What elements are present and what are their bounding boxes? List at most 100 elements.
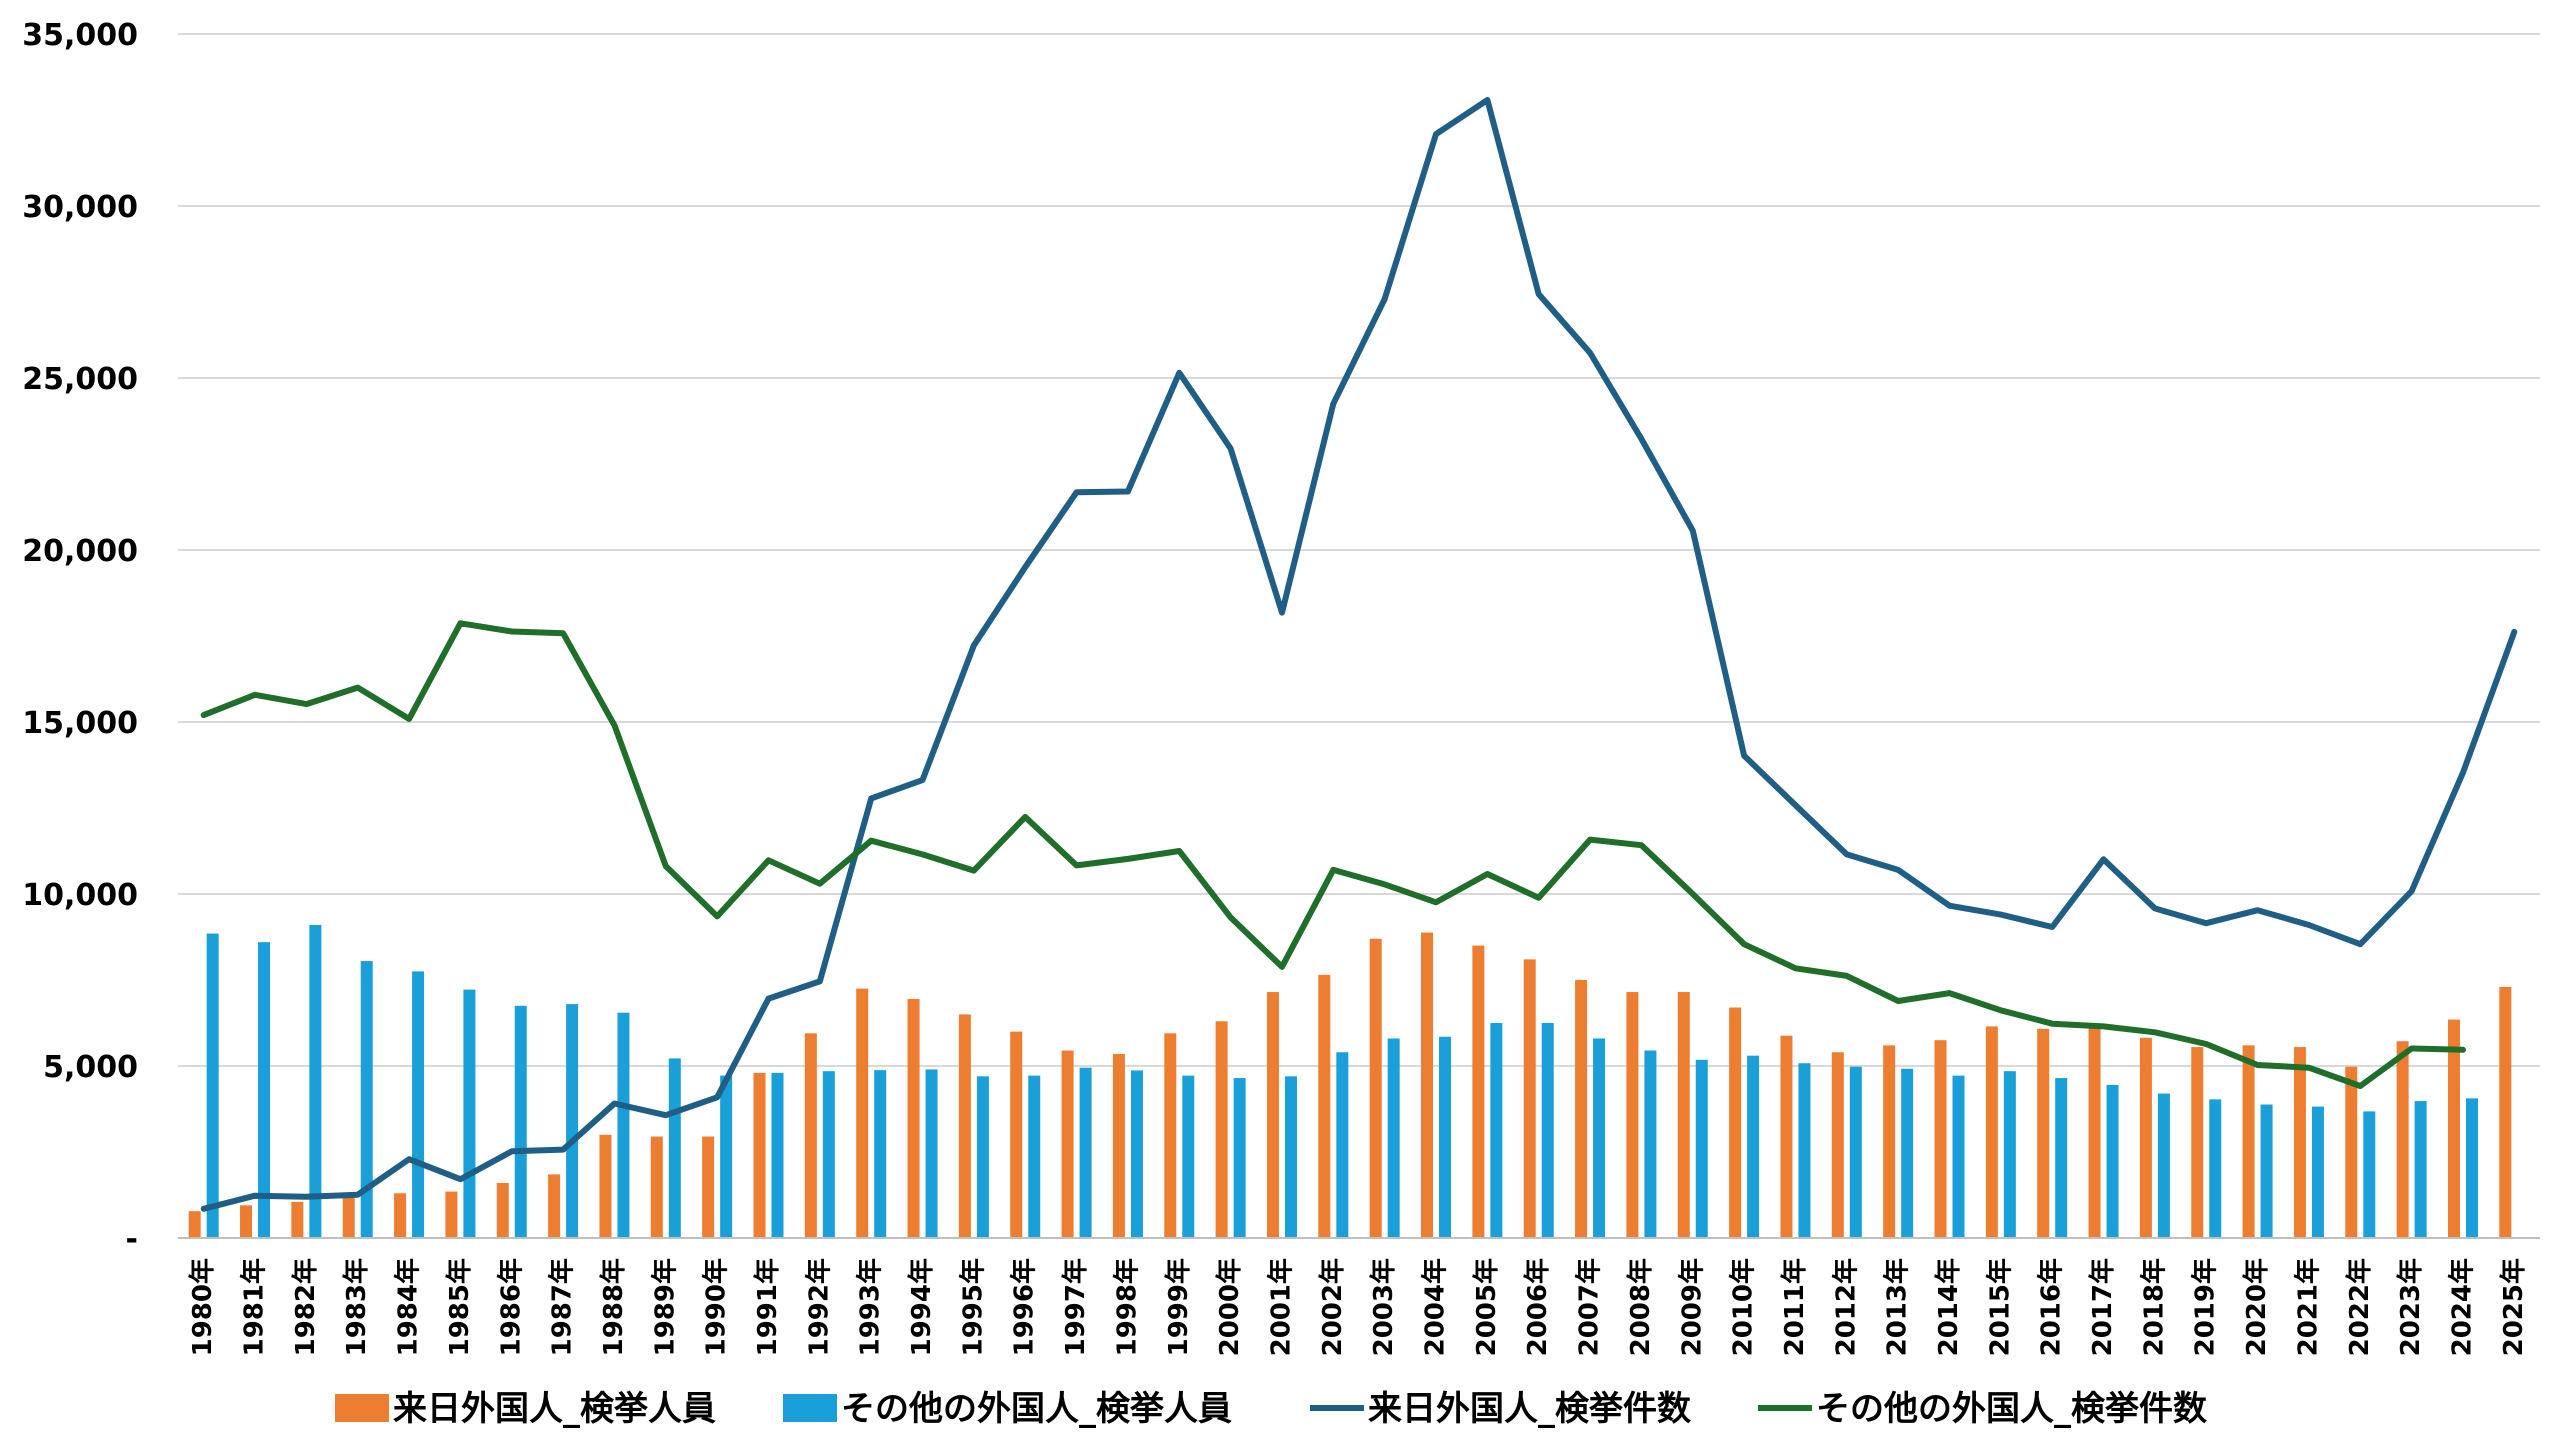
bar-other-foreigners-arrests bbox=[720, 1075, 733, 1238]
bar-other-foreigners-arrests bbox=[1952, 1075, 1965, 1238]
bar-other-foreigners-arrests bbox=[976, 1076, 989, 1238]
bar-other-foreigners-arrests bbox=[1798, 1063, 1811, 1238]
bar-other-foreigners-arrests bbox=[668, 1058, 681, 1238]
x-tick-label: 2022年 bbox=[2344, 1258, 2375, 1356]
y-tick-label: 35,000 bbox=[22, 18, 138, 53]
bar-other-foreigners-arrests bbox=[206, 933, 219, 1238]
x-tick-label: 2006年 bbox=[1522, 1258, 1553, 1356]
bar-other-foreigners-arrests bbox=[617, 1012, 630, 1238]
x-tick-label: 1989年 bbox=[649, 1258, 680, 1356]
x-tick-label: 2011年 bbox=[1779, 1258, 1810, 1356]
legend-bar-swatch bbox=[335, 1394, 389, 1422]
bar-rainichi-arrests bbox=[1883, 1045, 1896, 1238]
x-tick-label: 1982年 bbox=[290, 1258, 321, 1356]
bar-rainichi-arrests bbox=[702, 1136, 715, 1238]
bar-rainichi-arrests bbox=[599, 1134, 612, 1238]
bar-other-foreigners-arrests bbox=[2209, 1099, 2222, 1238]
x-tick-label: 1996年 bbox=[1009, 1258, 1040, 1356]
bar-rainichi-arrests bbox=[2293, 1047, 2306, 1238]
bar-other-foreigners-arrests bbox=[2106, 1084, 2119, 1238]
bar-rainichi-arrests bbox=[1164, 1033, 1177, 1238]
bar-other-foreigners-arrests bbox=[925, 1069, 938, 1238]
y-tick-label: - bbox=[126, 1222, 138, 1257]
bar-rainichi-arrests bbox=[394, 1193, 407, 1238]
x-tick-label: 2020年 bbox=[2241, 1258, 2272, 1356]
bar-rainichi-arrests bbox=[753, 1072, 766, 1238]
bar-rainichi-arrests bbox=[650, 1136, 663, 1238]
bar-other-foreigners-arrests bbox=[1644, 1050, 1657, 1238]
bar-rainichi-arrests bbox=[2242, 1045, 2255, 1238]
y-tick-label: 30,000 bbox=[22, 190, 138, 225]
x-tick-label: 1987年 bbox=[547, 1258, 578, 1356]
bar-other-foreigners-arrests bbox=[1541, 1023, 1554, 1238]
bar-other-foreigners-arrests bbox=[1747, 1055, 1760, 1238]
bar-rainichi-arrests bbox=[496, 1182, 509, 1238]
x-tick-label: 1998年 bbox=[1111, 1258, 1142, 1356]
bar-other-foreigners-arrests bbox=[822, 1071, 835, 1238]
x-tick-label: 1993年 bbox=[855, 1258, 886, 1356]
bar-other-foreigners-arrests bbox=[1028, 1075, 1041, 1238]
bar-rainichi-arrests bbox=[1934, 1040, 1947, 1238]
bar-other-foreigners-arrests bbox=[2055, 1078, 2068, 1238]
x-tick-label: 1986年 bbox=[495, 1258, 526, 1356]
bar-other-foreigners-arrests bbox=[1182, 1075, 1195, 1238]
bar-rainichi-arrests bbox=[856, 988, 869, 1238]
bar-rainichi-arrests bbox=[240, 1205, 253, 1238]
line-other-foreigners-cases bbox=[200, 620, 2466, 1089]
x-tick-label: 2016年 bbox=[2036, 1258, 2067, 1356]
bar-rainichi-arrests bbox=[958, 1014, 971, 1238]
bar-rainichi-arrests bbox=[1061, 1050, 1074, 1238]
x-tick-label: 2012年 bbox=[1830, 1258, 1861, 1356]
x-tick-label: 2024年 bbox=[2446, 1258, 2477, 1356]
bar-rainichi-arrests bbox=[2499, 986, 2512, 1238]
legend: 来日外国人_検挙人員 その他の外国人_検挙人員 来日外国人_検挙件数 その他の外国人_… bbox=[335, 1389, 2207, 1429]
x-tick-label: 1984年 bbox=[393, 1258, 424, 1356]
bar-other-foreigners-arrests bbox=[771, 1072, 784, 1238]
bar-other-foreigners-arrests bbox=[463, 989, 476, 1238]
x-tick-label: 2001年 bbox=[1265, 1258, 1296, 1356]
y-tick-label: 15,000 bbox=[22, 706, 138, 741]
bar-other-foreigners-arrests bbox=[2465, 1098, 2478, 1238]
legend-label: 来日外国人_検挙件数 bbox=[1368, 1389, 1691, 1429]
x-tick-label: 2007年 bbox=[1574, 1258, 1605, 1356]
line-series-layer bbox=[200, 97, 2518, 1212]
legend-label: その他の外国人_検挙件数 bbox=[1816, 1389, 2207, 1429]
bar-other-foreigners-arrests bbox=[566, 1004, 579, 1238]
bar-rainichi-arrests bbox=[1729, 1007, 1742, 1238]
bar-other-foreigners-arrests bbox=[2414, 1101, 2427, 1238]
bar-rainichi-arrests bbox=[1472, 945, 1485, 1238]
bar-rainichi-arrests bbox=[907, 998, 920, 1238]
x-tick-label: 1994年 bbox=[906, 1258, 937, 1356]
bar-rainichi-arrests bbox=[1626, 992, 1639, 1238]
axes: - 5,000 10,000 15,000 20,000 25,000 30,000 35,0… bbox=[22, 18, 2540, 1356]
bar-rainichi-arrests bbox=[2447, 1019, 2460, 1238]
x-tick-label: 2025年 bbox=[2498, 1258, 2529, 1356]
bar-rainichi-arrests bbox=[1575, 980, 1588, 1238]
bar-other-foreigners-arrests bbox=[1233, 1078, 1246, 1238]
bar-rainichi-arrests bbox=[548, 1174, 561, 1238]
bar-rainichi-arrests bbox=[1985, 1026, 1998, 1238]
bar-other-foreigners-arrests bbox=[1901, 1068, 1914, 1238]
bar-rainichi-arrests bbox=[445, 1191, 458, 1238]
x-tick-label: 1988年 bbox=[598, 1258, 629, 1356]
bar-rainichi-arrests bbox=[1010, 1031, 1023, 1238]
bar-other-foreigners-arrests bbox=[1130, 1070, 1143, 1238]
bar-other-foreigners-arrests bbox=[874, 1070, 887, 1238]
bar-other-foreigners-arrests bbox=[1336, 1052, 1349, 1238]
legend-label: その他の外国人_検挙人員 bbox=[841, 1389, 1232, 1429]
bar-other-foreigners-arrests bbox=[2157, 1093, 2170, 1238]
x-tick-label: 1991年 bbox=[752, 1258, 783, 1356]
bar-rainichi-arrests bbox=[1523, 959, 1536, 1238]
gridlines bbox=[178, 33, 2540, 1067]
bar-rainichi-arrests bbox=[2345, 1066, 2358, 1238]
bar-rainichi-arrests bbox=[1831, 1052, 1844, 1238]
x-tick-label: 2015年 bbox=[1984, 1258, 2015, 1356]
x-tick-label: 1995年 bbox=[957, 1258, 988, 1356]
bar-rainichi-arrests bbox=[2396, 1041, 2409, 1238]
x-tick-label: 2002年 bbox=[1317, 1258, 1348, 1356]
bar-other-foreigners-arrests bbox=[1079, 1067, 1092, 1238]
x-tick-label: 2009年 bbox=[1676, 1258, 1707, 1356]
bar-rainichi-arrests bbox=[2139, 1037, 2152, 1238]
